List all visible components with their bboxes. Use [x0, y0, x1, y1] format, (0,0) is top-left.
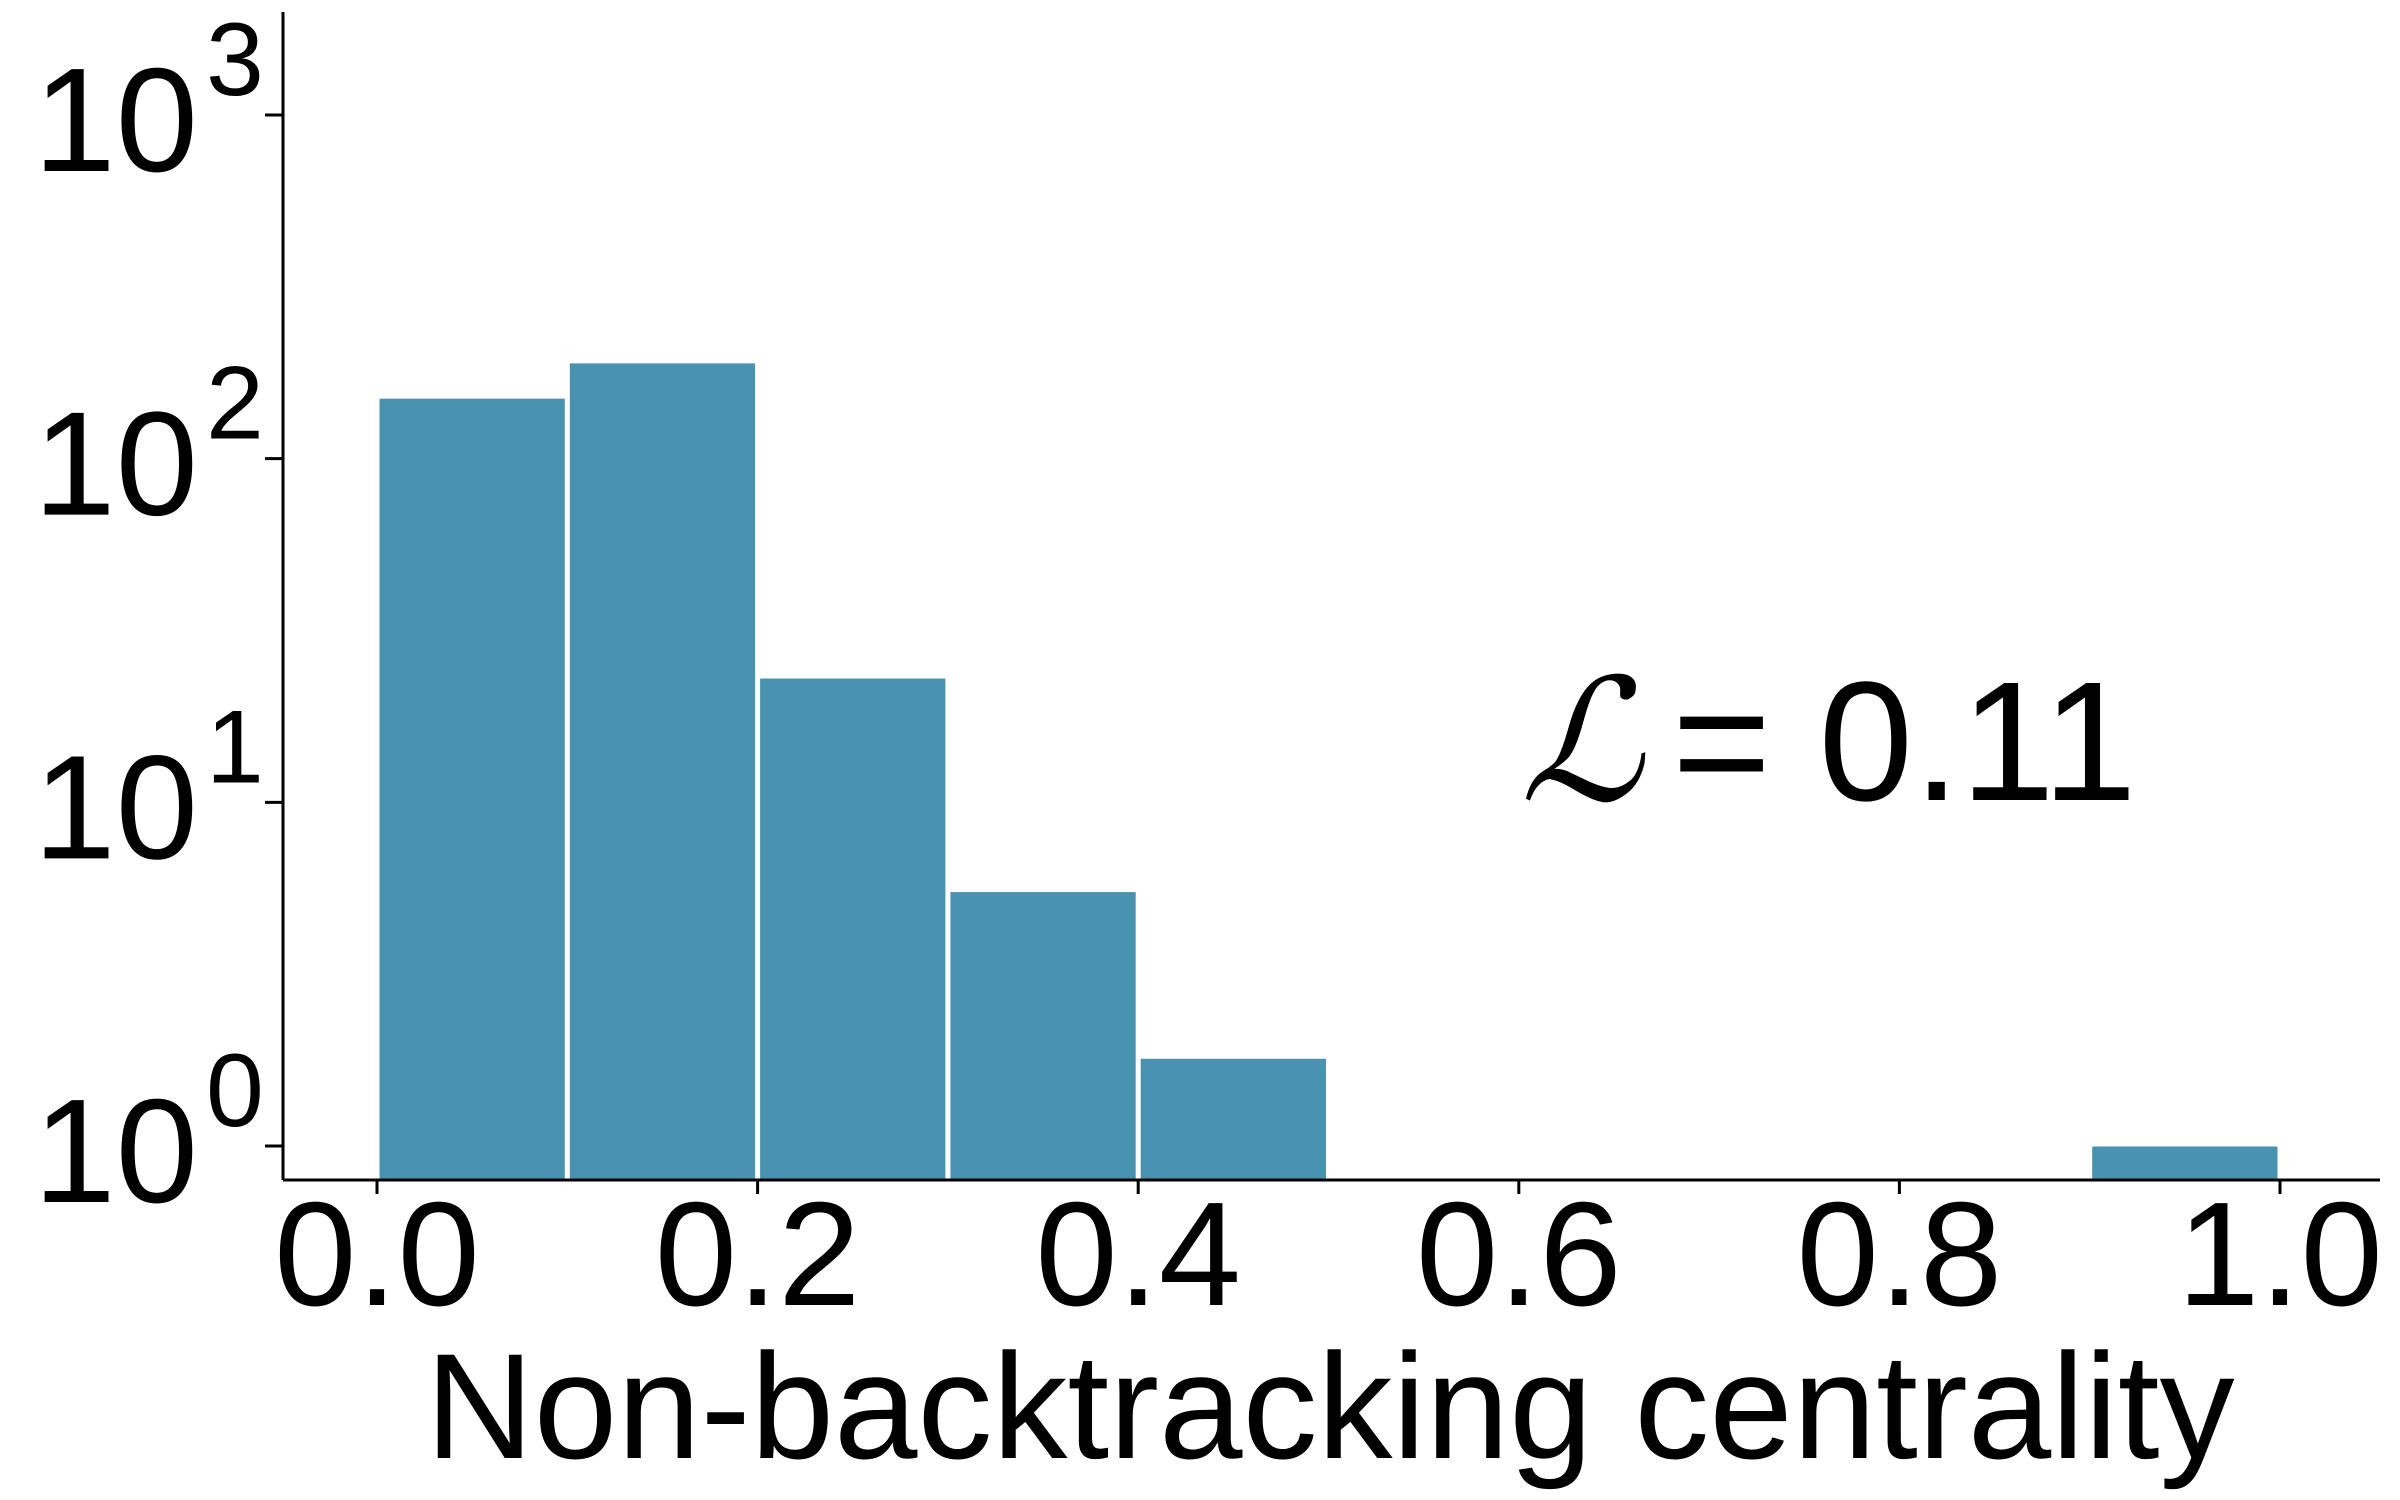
- y-tick-label-exponent: 1: [206, 689, 264, 805]
- x-tick-label: 1.0: [2177, 1172, 2383, 1337]
- y-tick-label-base: 10: [33, 38, 198, 203]
- histogram-bar: [1139, 1057, 1327, 1181]
- histogram-bar: [949, 891, 1137, 1181]
- x-tick-label: 0.0: [274, 1172, 480, 1337]
- histogram-bar: [568, 362, 757, 1181]
- annotation-symbol: ℒ: [1520, 643, 1646, 841]
- x-ticks: 0.0 0.2 0.4 0.6 0.8 1.0: [274, 1172, 2383, 1337]
- bars-layer: [378, 362, 2279, 1181]
- x-tick-label: 0.8: [1797, 1172, 2003, 1337]
- y-tick-label-exponent: 2: [206, 346, 264, 462]
- histogram-bar: [378, 397, 566, 1181]
- annotation-value: = 0.11: [1672, 647, 2137, 837]
- histogram-bar: [759, 677, 947, 1181]
- y-tick-label-exponent: 0: [206, 1033, 264, 1149]
- lcc-annotation: ℒ = 0.11: [1520, 643, 2137, 841]
- x-axis-title: Non-backtracking centrality: [425, 1322, 2234, 1490]
- axes-layer: [281, 12, 2380, 1182]
- y-tick-label-base: 10: [33, 382, 198, 547]
- x-tick-label: 0.4: [1035, 1172, 1241, 1337]
- y-tick-label-exponent: 3: [206, 2, 264, 118]
- y-tick-label-base: 10: [33, 1069, 198, 1234]
- x-tick-label: 0.6: [1416, 1172, 1622, 1337]
- y-tick-label-base: 10: [33, 725, 198, 890]
- histogram-bar: [2091, 1145, 2279, 1181]
- x-tick-label: 0.2: [655, 1172, 861, 1337]
